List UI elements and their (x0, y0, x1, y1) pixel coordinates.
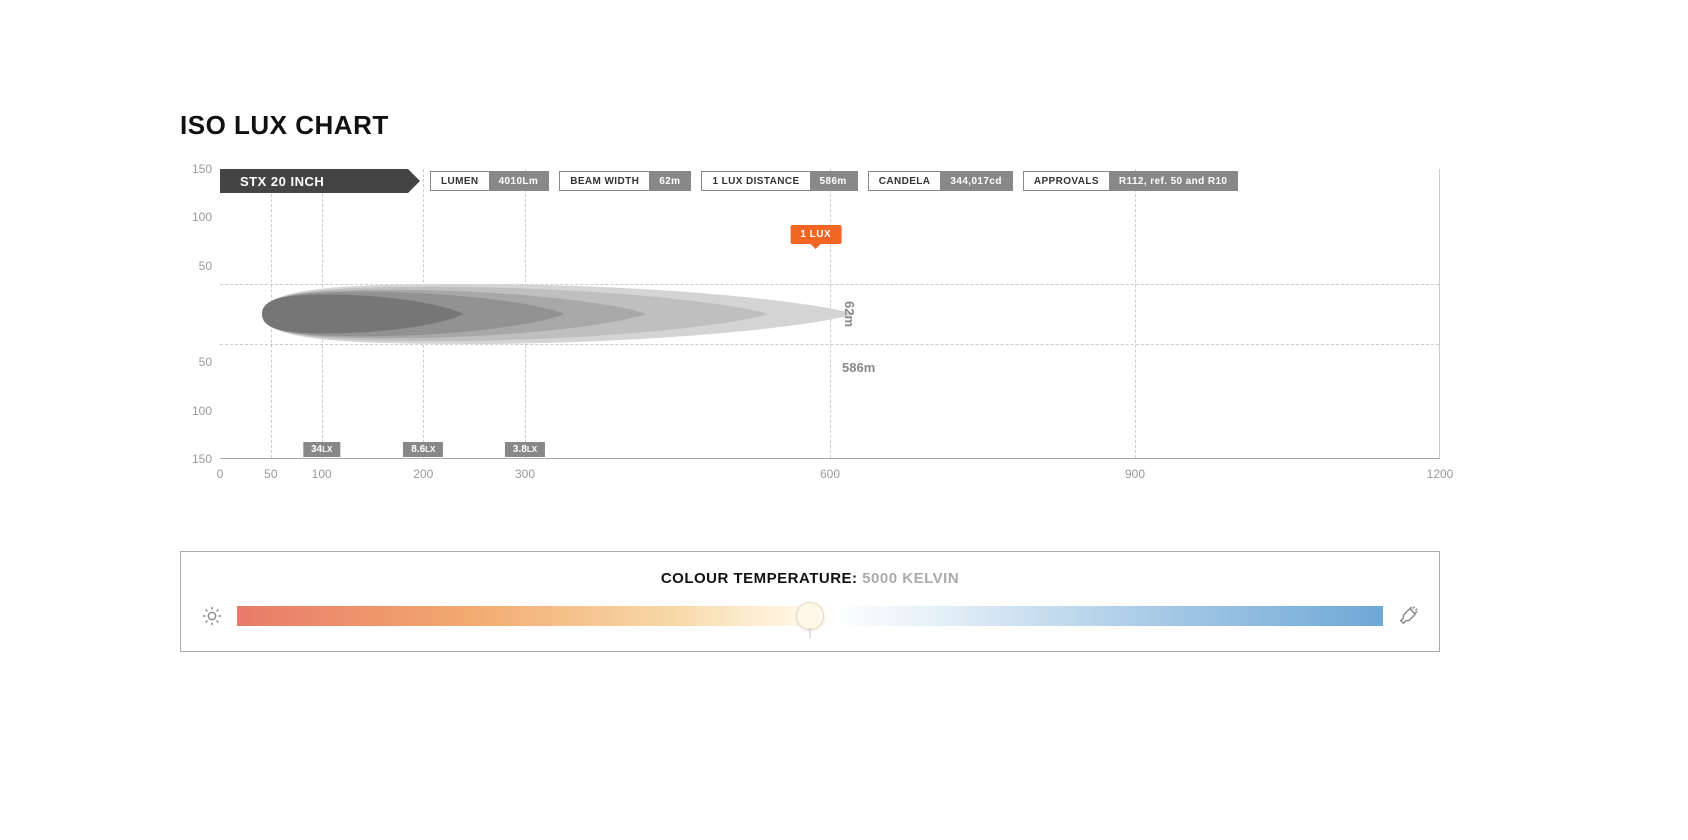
spec-value: 586m (810, 172, 857, 190)
sun-icon (201, 605, 223, 627)
product-name-label: STX 20 INCH (240, 174, 324, 189)
spec-value: 62m (649, 172, 690, 190)
iso-lux-chart: STX 20 INCH LUMEN4010LmBEAM WIDTH62m1 LU… (180, 169, 1440, 509)
flashlight-icon (1397, 605, 1419, 627)
spec-value: 344,017cd (940, 172, 1011, 190)
beam-distance-label: 586m (842, 360, 875, 375)
spec-key: CANDELA (869, 172, 941, 190)
spec-pill: LUMEN4010Lm (430, 171, 549, 191)
x-axis-tick: 100 (312, 467, 332, 481)
spec-pill: CANDELA344,017cd (868, 171, 1013, 191)
spec-pill: 1 LUX DISTANCE586m (701, 171, 857, 191)
spec-key: 1 LUX DISTANCE (702, 172, 809, 190)
y-axis-tick: 150 (192, 452, 212, 466)
y-axis-tick: 50 (199, 355, 212, 369)
chart-title: ISO LUX CHART (180, 110, 1440, 141)
lux-marker: 34LX (303, 442, 340, 457)
ct-marker (796, 602, 824, 630)
ct-value: 5000 KELVIN (862, 570, 959, 587)
y-axis-tick: 100 (192, 404, 212, 418)
colour-temperature-title: COLOUR TEMPERATURE: 5000 KELVIN (201, 570, 1419, 587)
beam-width-label: 62m (842, 301, 857, 327)
x-axis-tick: 0 (217, 467, 224, 481)
spec-header-row: STX 20 INCH LUMEN4010Lm BEAM WIDTH62m 1 LU… (220, 169, 1440, 193)
colour-temperature-panel: COLOUR TEMPERATURE: 5000 KELVIN (180, 551, 1440, 652)
x-axis-tick: 300 (515, 467, 535, 481)
one-lux-badge: 1 LUX (790, 225, 841, 244)
chart-plot-area: 1 LUX 62m 586m 34LX 8.6LX 3.8LX (220, 169, 1440, 459)
y-axis-tick: 50 (199, 259, 212, 273)
y-axis-tick: 150 (192, 162, 212, 176)
x-axis-tick: 600 (820, 467, 840, 481)
spec-value: 4010Lm (489, 172, 549, 190)
x-axis-tick: 200 (413, 467, 433, 481)
x-axis: 0501002003006009001200 (220, 459, 1440, 489)
x-axis-tick: 900 (1125, 467, 1145, 481)
spec-value: R112, ref. 50 and R10 (1109, 172, 1237, 190)
spec-key: LUMEN (431, 172, 489, 190)
x-axis-tick: 1200 (1427, 467, 1454, 481)
lux-marker: 8.6LX (403, 442, 443, 457)
lux-marker: 3.8LX (505, 442, 545, 457)
colour-temperature-scale (237, 606, 1383, 626)
spec-key: BEAM WIDTH (560, 172, 649, 190)
ct-marker-line (810, 628, 811, 638)
y-axis: 1501005050100150 (180, 169, 220, 459)
product-name-pill: STX 20 INCH (220, 169, 420, 193)
spec-pill: BEAM WIDTH62m (559, 171, 691, 191)
spec-key: APPROVALS (1024, 172, 1109, 190)
beam-contours (260, 169, 1480, 459)
spec-pill: APPROVALSR112, ref. 50 and R10 (1023, 171, 1239, 191)
x-axis-tick: 50 (264, 467, 277, 481)
y-axis-tick: 100 (192, 210, 212, 224)
ct-label: COLOUR TEMPERATURE: (661, 570, 858, 587)
